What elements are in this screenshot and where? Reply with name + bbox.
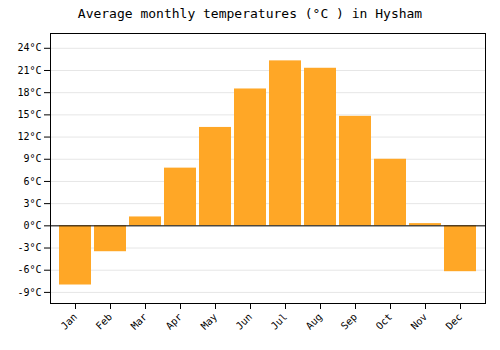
svg-text:Mar: Mar [129,311,150,332]
svg-text:-6°C: -6°C [17,264,41,275]
svg-text:0°C: 0°C [23,220,41,231]
svg-text:Jan: Jan [59,311,80,332]
svg-text:21°C: 21°C [17,65,41,76]
svg-text:9°C: 9°C [23,153,41,164]
svg-text:May: May [199,311,220,332]
svg-text:18°C: 18°C [17,87,41,98]
html-text:Average monthly temperatures (: Average monthly temperatures (°C ) in Hy… [77,6,423,21]
svg-text:Apr: Apr [164,311,185,332]
svg-text:12°C: 12°C [17,131,41,142]
svg-text:24°C: 24°C [17,42,41,53]
svg-text:15°C: 15°C [17,109,41,120]
svg-text:6°C: 6°C [23,176,41,187]
svg-text:Nov: Nov [409,311,430,332]
svg-text:Jun: Jun [234,311,255,332]
svg-text:Oct: Oct [374,311,395,332]
svg-text:Sep: Sep [339,311,360,332]
svg-text:-9°C: -9°C [17,287,41,298]
svg-text:3°C: 3°C [23,198,41,209]
svg-text:Aug: Aug [304,311,325,332]
svg-text:-3°C: -3°C [17,242,41,253]
svg-text:Feb: Feb [94,311,115,332]
svg-text:Jul: Jul [269,311,290,332]
svg-text:Dec: Dec [444,311,465,332]
